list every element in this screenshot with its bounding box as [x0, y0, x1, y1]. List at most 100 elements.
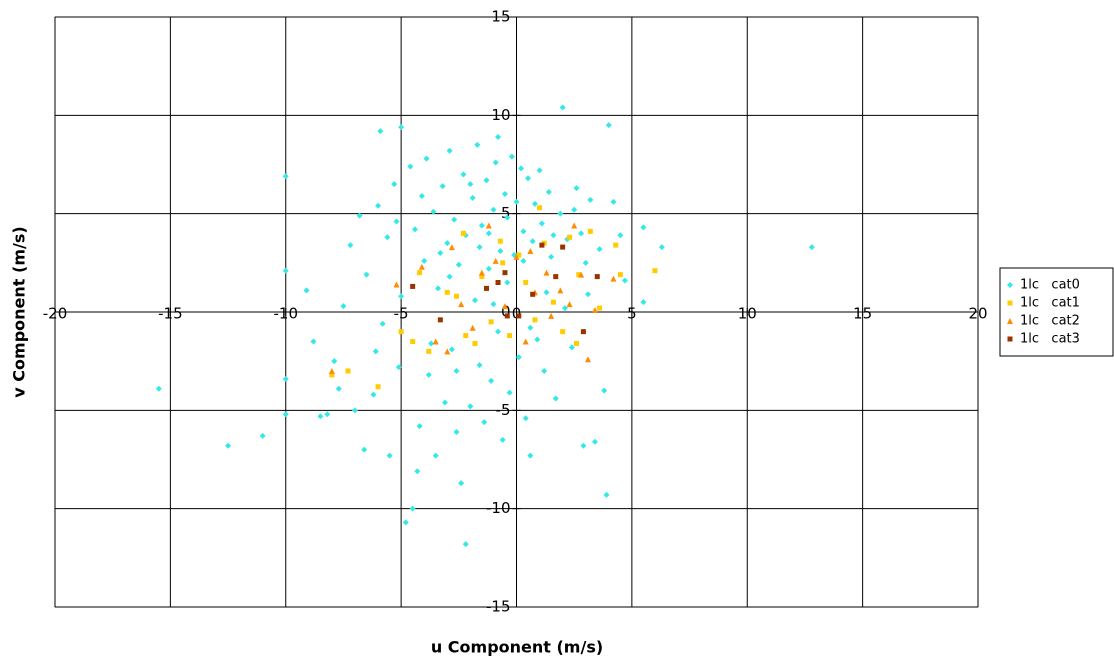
point	[485, 230, 492, 237]
point	[454, 293, 460, 299]
point	[527, 248, 534, 255]
point	[361, 446, 368, 453]
point	[467, 403, 474, 410]
legend-label: 1lc cat1	[1020, 296, 1080, 311]
point	[511, 251, 518, 258]
point	[483, 177, 490, 184]
point	[351, 407, 358, 414]
point	[548, 253, 555, 260]
point	[458, 301, 465, 308]
point	[548, 312, 555, 319]
point	[536, 167, 543, 174]
point	[504, 313, 510, 319]
legend-marker	[1007, 282, 1013, 288]
point	[282, 375, 289, 382]
point	[430, 208, 437, 215]
point	[500, 260, 506, 266]
point	[617, 272, 623, 278]
point	[479, 274, 485, 280]
point	[507, 333, 513, 339]
point	[428, 340, 435, 347]
point	[453, 368, 460, 374]
legend-label: 1lc cat2	[1020, 314, 1080, 329]
point	[499, 436, 506, 443]
point	[532, 317, 538, 323]
point	[444, 348, 451, 355]
point	[492, 159, 499, 166]
point	[469, 324, 476, 331]
point	[453, 428, 460, 435]
point	[587, 228, 593, 234]
point	[324, 411, 331, 418]
point	[340, 303, 347, 310]
point	[485, 222, 492, 229]
point	[363, 271, 370, 278]
point	[578, 230, 585, 237]
x-tick-label: 5	[627, 305, 637, 323]
y-tick-label: -15	[486, 598, 511, 616]
point	[522, 415, 529, 422]
point	[478, 269, 485, 276]
point	[432, 338, 439, 345]
point	[410, 283, 416, 289]
point	[515, 354, 522, 361]
point	[282, 173, 289, 180]
point	[446, 273, 453, 280]
point	[617, 232, 624, 239]
point	[414, 468, 421, 475]
point	[553, 274, 559, 280]
point	[587, 196, 594, 203]
point	[640, 224, 647, 231]
point	[527, 452, 534, 459]
point	[566, 301, 573, 308]
point	[516, 252, 522, 258]
point	[472, 340, 478, 346]
y-tick-label: -5	[496, 401, 511, 419]
point	[391, 181, 398, 188]
point	[488, 377, 495, 384]
point	[557, 210, 564, 217]
point	[808, 244, 815, 251]
point	[571, 206, 578, 213]
point	[441, 399, 448, 406]
point	[345, 368, 351, 374]
point	[451, 216, 458, 223]
point	[529, 238, 536, 245]
point	[490, 301, 497, 308]
point	[384, 234, 391, 241]
point	[409, 505, 416, 512]
point	[418, 192, 425, 199]
point	[317, 413, 324, 420]
point	[460, 171, 467, 178]
x-tick-label: -20	[43, 305, 68, 323]
point	[476, 244, 483, 251]
point	[601, 387, 608, 394]
point	[543, 289, 550, 296]
point	[377, 128, 384, 135]
point	[591, 307, 598, 314]
point	[501, 303, 508, 310]
point	[538, 220, 545, 227]
y-tick-label: 5	[501, 204, 511, 222]
point	[501, 191, 508, 197]
point	[573, 340, 579, 346]
point	[485, 265, 492, 272]
point	[418, 263, 425, 270]
point	[379, 320, 386, 327]
point	[328, 368, 335, 374]
point	[484, 285, 490, 291]
point	[613, 242, 619, 248]
y-tick-label: 0	[501, 303, 511, 321]
point	[417, 270, 423, 276]
point	[437, 250, 444, 256]
point	[439, 183, 446, 190]
point	[393, 218, 400, 225]
point	[550, 299, 556, 305]
point	[531, 200, 538, 207]
point	[652, 268, 658, 274]
point	[610, 275, 617, 282]
point	[610, 198, 617, 205]
point	[398, 329, 404, 335]
point	[582, 259, 589, 266]
point	[576, 272, 582, 278]
